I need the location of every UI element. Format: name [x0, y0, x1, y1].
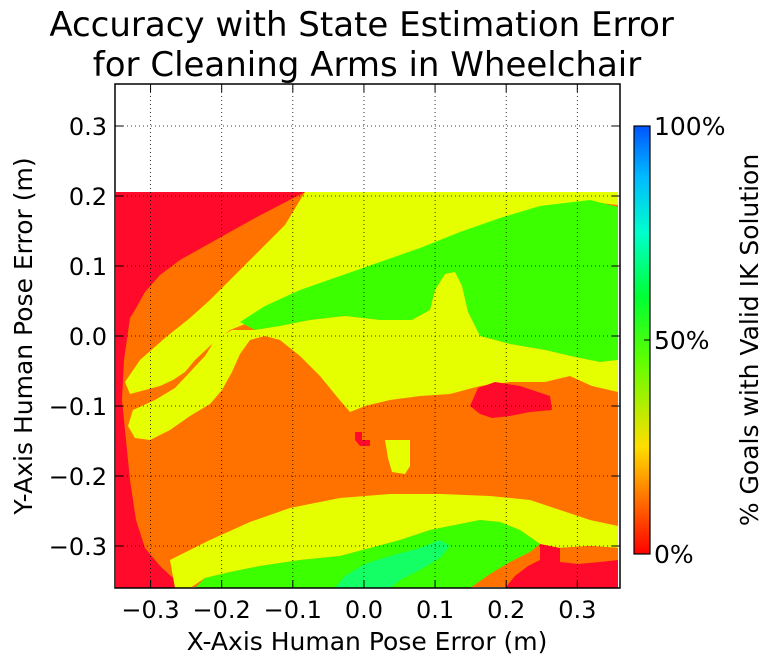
- region-green-lower: [195, 520, 540, 588]
- region-green-upper: [240, 200, 618, 362]
- chart-title: Accuracy with State Estimation Error for…: [49, 5, 684, 85]
- x-tick-label: 0.3: [558, 596, 596, 624]
- x-tick-label: −0.1: [264, 596, 322, 624]
- region-yellow-lower: [170, 494, 618, 588]
- y-tick-label: −0.2: [49, 463, 107, 491]
- region-red-corner: [116, 192, 305, 318]
- region-orange-lower-right: [560, 546, 618, 564]
- region-yellow-upper: [125, 192, 618, 394]
- y-axis-ticks: 0.3 0.2 0.1 0.0 −0.1 −0.2 −0.3: [49, 113, 620, 561]
- colorbar-tick-label: 0%: [654, 540, 694, 569]
- x-tick-label: 0.0: [345, 596, 383, 624]
- y-tick-label: 0.2: [69, 183, 107, 211]
- y-tick-label: −0.3: [49, 533, 107, 561]
- x-tick-label: 0.2: [487, 596, 525, 624]
- y-axis-label: Y-Axis Human Pose Error (m): [9, 157, 38, 515]
- region-yellow-middle: [128, 272, 618, 440]
- y-tick-label: 0.3: [69, 113, 107, 141]
- colorbar-tick-label: 50%: [654, 326, 710, 355]
- colorbar-ticks: 0% 50% 100%: [644, 112, 725, 569]
- colorbar-tick-label: 100%: [654, 112, 725, 141]
- y-tick-label: 0.1: [69, 253, 107, 281]
- heatmap: [116, 192, 618, 588]
- grid-lines: [115, 84, 620, 588]
- y-tick-label: 0.0: [69, 323, 107, 351]
- region-red-left-strip: [116, 318, 175, 588]
- colorbar-label: % Goals with Valid IK Solution: [735, 154, 764, 526]
- x-tick-label: −0.2: [193, 596, 251, 624]
- x-axis-ticks: −0.3 −0.2 −0.1 0.0 0.1 0.2 0.3: [121, 84, 596, 624]
- region-red-spot-right: [470, 382, 552, 418]
- y-tick-label: −0.1: [49, 393, 107, 421]
- region-yellow-blob: [385, 440, 410, 474]
- region-red-spot-center: [355, 432, 370, 446]
- x-tick-label: 0.1: [416, 596, 454, 624]
- x-tick-label: −0.3: [121, 596, 179, 624]
- x-axis-label: X-Axis Human Pose Error (m): [187, 627, 548, 656]
